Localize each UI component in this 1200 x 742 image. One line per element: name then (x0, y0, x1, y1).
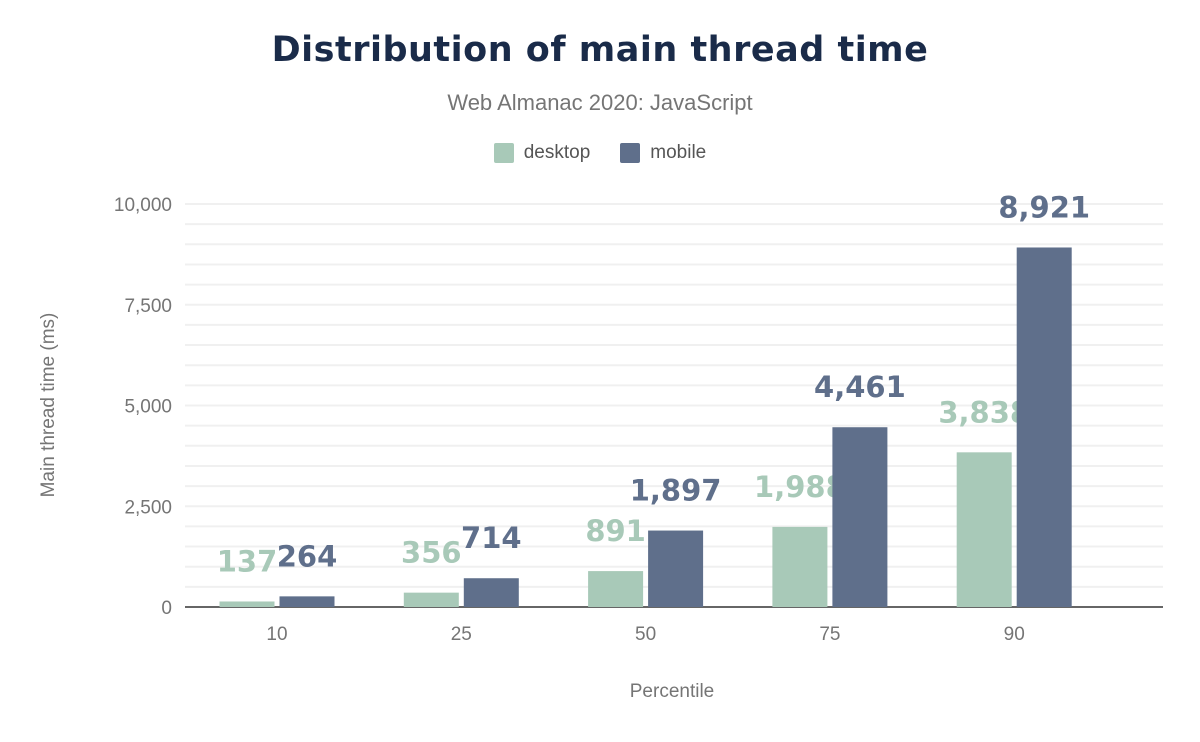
data-label-mobile: 4,461 (814, 370, 906, 404)
bar-desktop (588, 571, 644, 607)
y-tick-label: 7,500 (124, 296, 172, 317)
data-label-desktop: 3,838 (938, 395, 1030, 429)
data-label-mobile: 714 (461, 521, 522, 555)
legend: desktop mobile (0, 142, 1200, 164)
x-tick-label: 25 (451, 624, 472, 645)
y-tick-label: 5,000 (124, 397, 172, 418)
bar-desktop (956, 452, 1012, 607)
x-axis-label: Percentile (630, 681, 715, 702)
data-label-desktop: 1,988 (754, 470, 846, 504)
bar-mobile (832, 427, 888, 607)
bar-desktop (403, 592, 459, 607)
data-label-desktop: 137 (217, 544, 278, 578)
bar-mobile (648, 530, 704, 607)
data-label-desktop: 356 (401, 536, 462, 570)
y-tick-label: 2,500 (124, 497, 172, 518)
bar-mobile (279, 596, 335, 607)
bar-desktop (219, 601, 275, 607)
bar-desktop (772, 526, 828, 607)
data-label-mobile: 8,921 (998, 190, 1090, 224)
x-tick-label: 90 (1004, 624, 1025, 645)
x-tick-label: 75 (819, 624, 840, 645)
bar-mobile (463, 578, 519, 607)
bar-mobile (1016, 247, 1072, 607)
data-label-desktop: 891 (585, 514, 646, 548)
legend-label-desktop: desktop (523, 142, 591, 163)
legend-swatch-desktop (493, 143, 514, 163)
chart-title: Distribution of main thread time (271, 30, 929, 70)
legend-swatch-mobile (620, 143, 641, 163)
y-tick-label: 10,000 (114, 195, 172, 216)
data-label-mobile: 1,897 (630, 474, 722, 508)
y-axis-label: Main thread time (ms) (38, 313, 59, 498)
x-tick-label: 10 (266, 624, 287, 645)
chart-subtitle: Web Almanac 2020: JavaScript (447, 90, 753, 115)
legend-label-mobile: mobile (650, 142, 707, 163)
x-tick-label: 50 (635, 624, 656, 645)
legend-item-mobile[interactable]: mobile (620, 142, 706, 164)
y-tick-label: 0 (161, 598, 172, 619)
legend-item-desktop[interactable]: desktop (493, 142, 591, 164)
data-label-mobile: 264 (277, 539, 338, 573)
